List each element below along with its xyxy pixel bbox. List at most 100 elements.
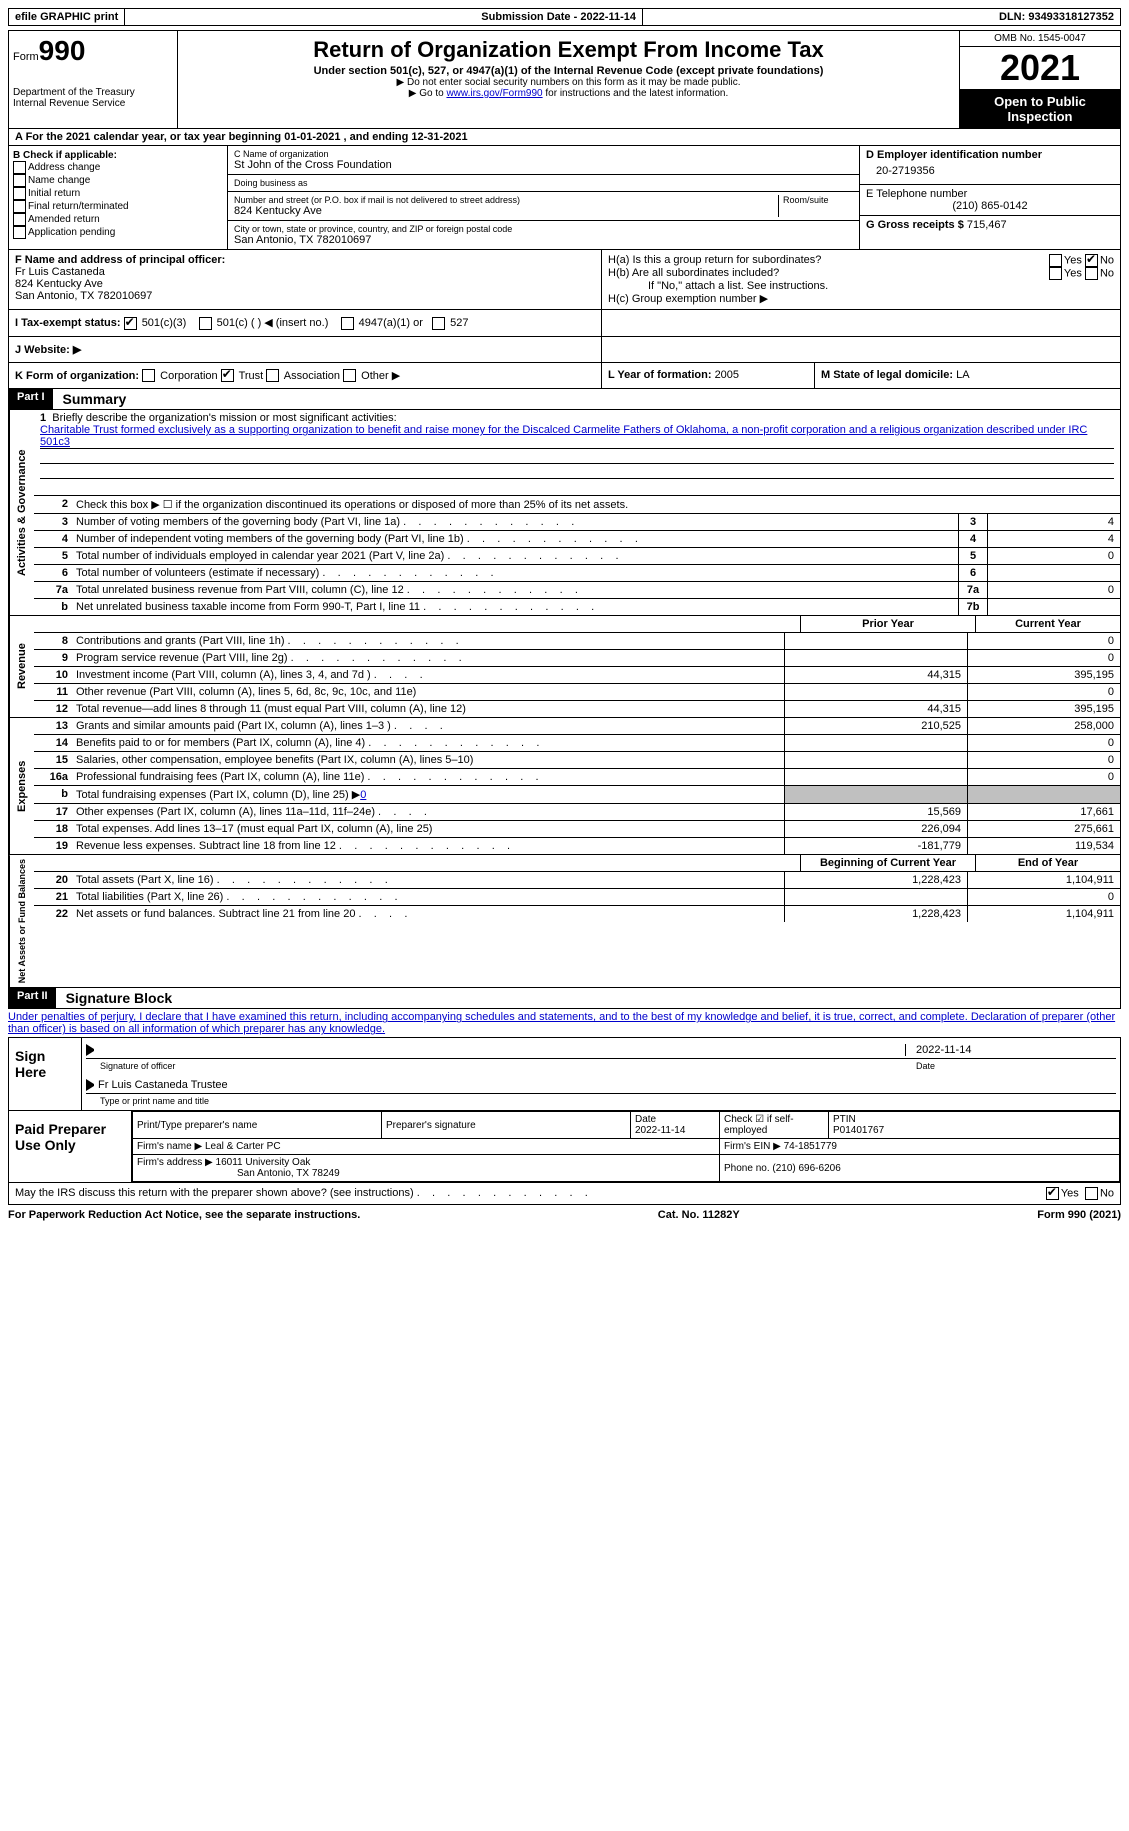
trust-checkbox[interactable]	[221, 369, 234, 382]
line-12: Total revenue—add lines 8 through 11 (mu…	[72, 701, 784, 717]
section-ij: I Tax-exempt status: 501(c)(3) 501(c) ( …	[8, 310, 1121, 337]
line-16b: Total fundraising expenses (Part IX, col…	[72, 786, 784, 803]
form-subtitle: Under section 501(c), 527, or 4947(a)(1)…	[182, 65, 955, 77]
paid-preparer-block: Paid Preparer Use Only Print/Type prepar…	[8, 1111, 1121, 1183]
line-20: Total assets (Part X, line 16)	[72, 872, 784, 888]
line-7a: Total unrelated business revenue from Pa…	[72, 582, 958, 598]
type-name-label: Type or print name and title	[86, 1096, 1116, 1106]
irs-label: Internal Revenue Service	[13, 98, 173, 109]
form-title: Return of Organization Exempt From Incom…	[182, 37, 955, 63]
501c-checkbox[interactable]	[199, 317, 212, 330]
revenue-label: Revenue	[9, 616, 34, 717]
discuss-no-checkbox[interactable]	[1085, 1187, 1098, 1200]
section-j: J Website: ▶	[8, 337, 1121, 363]
section-i: I Tax-exempt status: 501(c)(3) 501(c) ( …	[9, 310, 602, 336]
officer-name-title: Fr Luis Castaneda Trustee	[98, 1079, 228, 1091]
check-final-return[interactable]: Final return/terminated	[13, 200, 223, 213]
sign-here-label: Sign Here	[9, 1038, 82, 1110]
submission-date: Submission Date - 2022-11-14	[475, 9, 643, 25]
officer-label: F Name and address of principal officer:	[15, 254, 595, 266]
line-3: Number of voting members of the governin…	[72, 514, 958, 530]
line-11: Other revenue (Part VIII, column (A), li…	[72, 684, 784, 700]
netassets-block: Net Assets or Fund Balances Beginning of…	[8, 855, 1121, 988]
omb-number: OMB No. 1545-0047	[960, 31, 1120, 47]
check-name-change[interactable]: Name change	[13, 174, 223, 187]
section-m: M State of legal domicile: LA	[815, 363, 1120, 389]
ein-label: D Employer identification number	[866, 149, 1114, 161]
arrow-icon	[86, 1044, 94, 1056]
line-19: Revenue less expenses. Subtract line 18 …	[72, 838, 784, 854]
penalties-text: Under penalties of perjury, I declare th…	[8, 1009, 1121, 1038]
line-18: Total expenses. Add lines 13–17 (must eq…	[72, 821, 784, 837]
ha-label: H(a) Is this a group return for subordin…	[608, 254, 821, 267]
note-link: ▶ Go to www.irs.gov/Form990 for instruct…	[182, 88, 955, 99]
part-1-label: Part I	[9, 389, 53, 409]
hb-note: If "No," attach a list. See instructions…	[608, 280, 1114, 292]
hb-no-checkbox[interactable]	[1085, 267, 1098, 280]
irs-link[interactable]: www.irs.gov/Form990	[446, 88, 542, 99]
line-17: Other expenses (Part IX, column (A), lin…	[72, 804, 784, 820]
line-22: Net assets or fund balances. Subtract li…	[72, 906, 784, 922]
section-c: C Name of organization St John of the Cr…	[228, 146, 860, 249]
dba-label: Doing business as	[234, 178, 853, 188]
check-application-pending[interactable]: Application pending	[13, 226, 223, 239]
part-2-header: Part II Signature Block	[8, 988, 1121, 1009]
street-label: Number and street (or P.O. box if mail i…	[234, 195, 774, 205]
assoc-checkbox[interactable]	[266, 369, 279, 382]
discuss-yes-checkbox[interactable]	[1046, 1187, 1059, 1200]
dept-label: Department of the Treasury	[13, 87, 173, 98]
org-name-label: C Name of organization	[234, 149, 853, 159]
expenses-block: Expenses 13Grants and similar amounts pa…	[8, 718, 1121, 855]
part-2-label: Part II	[9, 988, 56, 1008]
expenses-label: Expenses	[9, 718, 34, 854]
corp-checkbox[interactable]	[142, 369, 155, 382]
part-2-title: Signature Block	[56, 988, 183, 1008]
paid-preparer-label: Paid Preparer Use Only	[9, 1111, 132, 1182]
org-name: St John of the Cross Foundation	[234, 159, 853, 171]
other-checkbox[interactable]	[343, 369, 356, 382]
activities-label: Activities & Governance	[9, 410, 34, 615]
hc-label: H(c) Group exemption number ▶	[608, 292, 1114, 305]
section-klm: K Form of organization: Corporation Trus…	[8, 363, 1121, 390]
discuss-row: May the IRS discuss this return with the…	[8, 1183, 1121, 1205]
section-fgh: F Name and address of principal officer:…	[8, 250, 1121, 310]
hb-yes-checkbox[interactable]	[1049, 267, 1062, 280]
line-1-label: Briefly describe the organization's miss…	[52, 412, 396, 424]
part-1-header: Part I Summary	[8, 389, 1121, 410]
officer-street: 824 Kentucky Ave	[15, 278, 595, 290]
phone-value: (210) 865-0142	[866, 200, 1114, 212]
prior-year-header: Prior Year	[800, 616, 975, 632]
4947-checkbox[interactable]	[341, 317, 354, 330]
check-address-change[interactable]: Address change	[13, 161, 223, 174]
line-7b: Net unrelated business taxable income fr…	[72, 599, 958, 615]
phone-label: E Telephone number	[866, 188, 1114, 200]
gross-receipts-label: G Gross receipts $	[866, 219, 967, 231]
501c3-checkbox[interactable]	[124, 317, 137, 330]
ha-no-checkbox[interactable]	[1085, 254, 1098, 267]
val-5: 0	[987, 548, 1120, 564]
city-label: City or town, state or province, country…	[234, 224, 853, 234]
val-7b	[987, 599, 1120, 615]
ha-yes-checkbox[interactable]	[1049, 254, 1062, 267]
check-initial-return[interactable]: Initial return	[13, 187, 223, 200]
527-checkbox[interactable]	[432, 317, 445, 330]
gross-receipts-value: 715,467	[967, 219, 1007, 231]
top-bar: efile GRAPHIC print Submission Date - 20…	[8, 8, 1121, 26]
line-5: Total number of individuals employed in …	[72, 548, 958, 564]
line-1-num: 1	[40, 412, 46, 424]
line-8: Contributions and grants (Part VIII, lin…	[72, 633, 784, 649]
section-b-label: B Check if applicable:	[13, 150, 223, 161]
netassets-label: Net Assets or Fund Balances	[9, 855, 34, 987]
check-amended-return[interactable]: Amended return	[13, 213, 223, 226]
form-number: 990	[39, 35, 86, 66]
section-k: K Form of organization: Corporation Trus…	[9, 363, 602, 389]
val-6	[987, 565, 1120, 581]
current-year-header: Current Year	[975, 616, 1120, 632]
line-4: Number of independent voting members of …	[72, 531, 958, 547]
year-box: OMB No. 1545-0047 2021 Open to Public In…	[960, 31, 1120, 128]
ein-value: 20-2719356	[866, 161, 1114, 181]
note-ssn: ▶ Do not enter social security numbers o…	[182, 77, 955, 88]
city-value: San Antonio, TX 782010697	[234, 234, 853, 246]
line-10: Investment income (Part VIII, column (A)…	[72, 667, 784, 683]
sig-date: 2022-11-14	[905, 1044, 1116, 1056]
